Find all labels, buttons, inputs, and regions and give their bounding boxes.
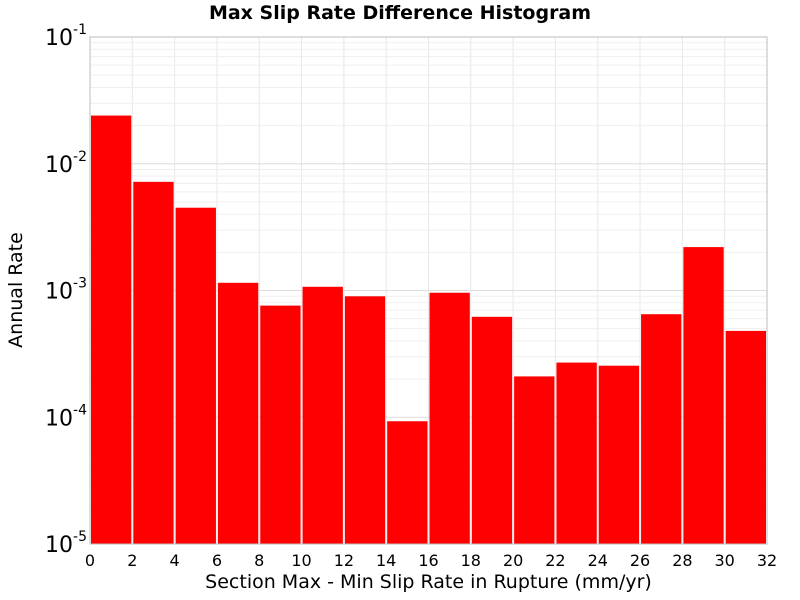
bars [91,115,766,544]
histogram-bar-8 [429,292,470,544]
histogram-bar-5 [302,286,343,544]
histogram-bar-9 [471,316,513,544]
x-tick-label: 6 [212,551,222,570]
x-tick-label: 14 [376,551,396,570]
x-tick-label: 26 [630,551,650,570]
x-tick-label: 0 [85,551,95,570]
y-tick-label: 10-4 [45,402,87,431]
x-tick-label: 24 [588,551,608,570]
histogram-bar-7 [387,421,428,544]
histogram-bar-0 [91,115,132,544]
plot-border [89,36,768,545]
histogram-bar-4 [260,305,301,544]
chart-title: Max Slip Rate Difference Histogram [208,2,592,24]
x-tick-label: 20 [503,551,523,570]
y-tick-label: 10-1 [45,22,87,51]
x-tick-label: 12 [334,551,354,570]
y-tick-labels: 10-5 10-4 10-3 10-2 10-1 [45,22,87,558]
x-tick-label: 10 [291,551,311,570]
x-tick-labels: 0 2 4 6 8 10 12 14 16 18 20 22 24 26 28 30 32 [85,551,777,570]
histogram-bar-1 [133,181,174,544]
x-tick-label: 16 [418,551,438,570]
x-tick-label: 8 [254,551,264,570]
histogram-bar-15 [725,330,766,544]
x-tick-label: 18 [461,551,481,570]
x-tick-label: 2 [127,551,137,570]
histogram-bar-11 [556,362,597,544]
x-tick-label: 22 [545,551,565,570]
histogram-bar-2 [175,207,216,544]
y-axis-label: Annual Rate [5,232,27,348]
y-tick-label: 10-3 [45,276,87,305]
histogram-bar-14 [683,247,724,544]
x-tick-label: 30 [715,551,735,570]
y-tick-label: 10-2 [45,149,87,178]
histogram-bar-10 [514,376,555,544]
x-axis-label: Section Max - Min Slip Rate in Rupture (… [205,571,652,593]
histogram-bar-13 [641,314,682,544]
x-tick-label: 32 [757,551,777,570]
histogram-bar-12 [598,365,640,544]
x-tick-label: 4 [170,551,180,570]
y-tick-label: 10-5 [45,529,87,558]
histogram-bar-6 [344,296,386,544]
x-tick-label: 28 [672,551,692,570]
histogram-bar-3 [217,282,259,544]
